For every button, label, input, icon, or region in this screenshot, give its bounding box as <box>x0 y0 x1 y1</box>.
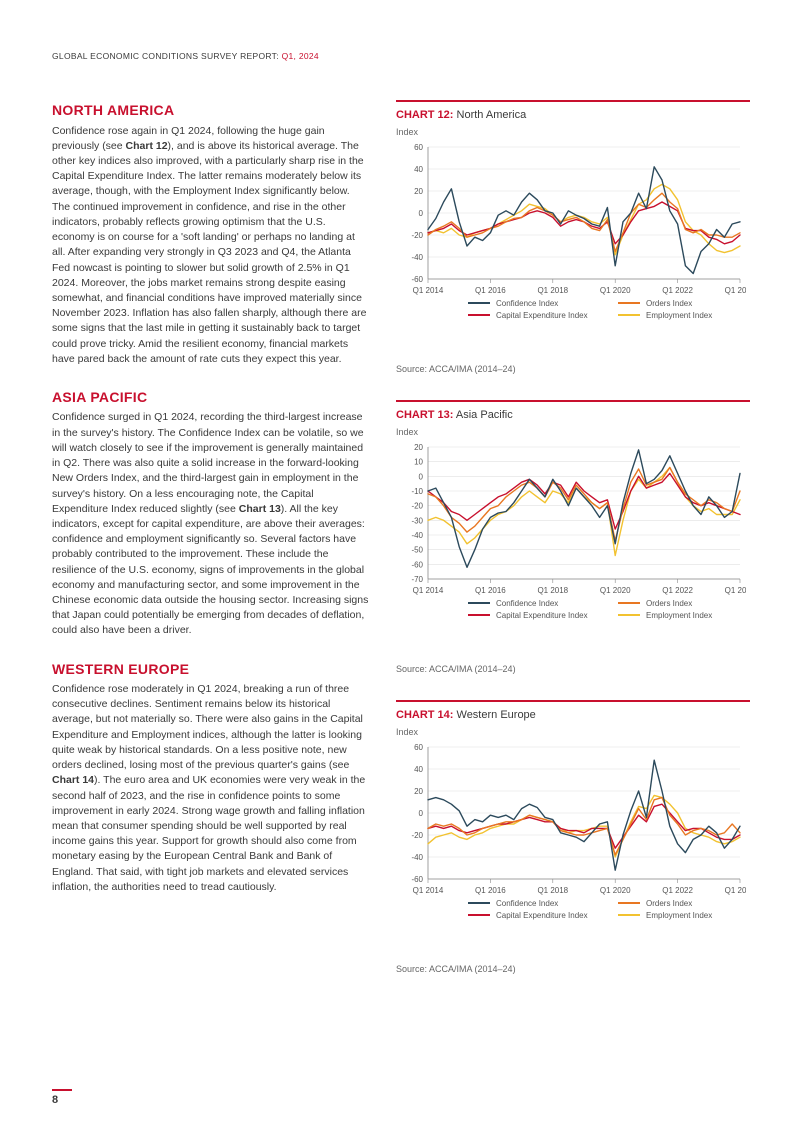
svg-text:Q1 2016: Q1 2016 <box>475 886 506 895</box>
chart-title: CHART 12: North America <box>396 108 750 124</box>
svg-text:20: 20 <box>414 187 423 196</box>
svg-text:40: 40 <box>414 765 423 774</box>
svg-text:-20: -20 <box>411 231 423 240</box>
chart-plot: -60 -40 -20 0 20 40 60 Q1 2014 Q1 2016 Q1 2018 Q1 … <box>396 143 746 359</box>
header-pre: GLOBAL ECONOMIC CONDITIONS SURVEY REPORT… <box>52 51 279 61</box>
svg-text:Q1 2024: Q1 2024 <box>725 586 746 595</box>
svg-text:-50: -50 <box>411 546 423 555</box>
legend-label: Confidence Index <box>496 299 558 308</box>
section-body: Confidence surged in Q1 2024, recording … <box>52 410 370 638</box>
legend-label: Capital Expenditure Index <box>496 311 588 320</box>
section-title: WESTERN EUROPE <box>52 659 370 679</box>
svg-text:Q1 2014: Q1 2014 <box>413 586 444 595</box>
legend-label: Orders Index <box>646 299 692 308</box>
series-orders <box>428 798 740 855</box>
svg-text:Q1 2022: Q1 2022 <box>662 586 693 595</box>
svg-text:Q1 2022: Q1 2022 <box>662 286 693 295</box>
svg-text:0: 0 <box>419 209 424 218</box>
svg-text:Q1 2020: Q1 2020 <box>600 586 631 595</box>
section-0: NORTH AMERICA Confidence rose again in Q1… <box>52 100 370 367</box>
chart-rule <box>396 100 750 102</box>
chart-title: CHART 14: Western Europe <box>396 708 750 724</box>
svg-text:-60: -60 <box>411 561 423 570</box>
section-body: Confidence rose moderately in Q1 2024, b… <box>52 682 370 895</box>
legend-label: Confidence Index <box>496 899 558 908</box>
svg-text:40: 40 <box>414 165 423 174</box>
chart-ylabel: Index <box>396 426 750 439</box>
svg-text:Q1 2022: Q1 2022 <box>662 886 693 895</box>
series-employment <box>428 468 740 556</box>
series-confidence <box>428 167 740 274</box>
legend-label: Employment Index <box>646 611 712 620</box>
svg-text:Q1 2018: Q1 2018 <box>537 886 568 895</box>
right-column: CHART 12: North America Index -60 -40 -20 0 20… <box>396 100 750 1000</box>
svg-text:Q1 2014: Q1 2014 <box>413 286 444 295</box>
chart-source: Source: ACCA/IMA (2014–24) <box>396 963 750 976</box>
chart-title: CHART 13: Asia Pacific <box>396 408 750 424</box>
page-number: 8 <box>52 1093 58 1109</box>
svg-text:-20: -20 <box>411 502 423 511</box>
svg-text:Q1 2014: Q1 2014 <box>413 886 444 895</box>
chart-ylabel: Index <box>396 126 750 139</box>
svg-text:-60: -60 <box>411 875 423 884</box>
legend-label: Capital Expenditure Index <box>496 611 588 620</box>
legend-label: Employment Index <box>646 311 712 320</box>
svg-text:0: 0 <box>419 809 424 818</box>
content-columns: NORTH AMERICA Confidence rose again in Q1… <box>52 100 750 1000</box>
svg-text:-10: -10 <box>411 487 423 496</box>
svg-text:60: 60 <box>414 743 423 752</box>
svg-text:10: 10 <box>414 458 423 467</box>
header-suf: Q1, 2024 <box>279 51 319 61</box>
chart-ylabel: Index <box>396 726 750 739</box>
chart-rule <box>396 700 750 702</box>
svg-text:60: 60 <box>414 143 423 152</box>
chart-13: CHART 13: Asia PacificIndex-70-60-50-40-… <box>396 400 750 676</box>
section-body: Confidence rose again in Q1 2024, follow… <box>52 124 370 368</box>
chart-plot: -70 -60 -50 -40 -30 -20 -10 0 10 20 Q1 2014 Q1 2016… <box>396 443 746 659</box>
svg-text:20: 20 <box>414 787 423 796</box>
chart-plot: -60 -40 -20 0 20 40 60 Q1 2014 Q1 2016 Q1 2018 Q1 … <box>396 743 746 959</box>
chart-14: CHART 14: Western Europe Index -60 -40 -20 0 2… <box>396 700 750 976</box>
svg-text:Q1 2020: Q1 2020 <box>600 286 631 295</box>
series-confidence <box>428 761 740 871</box>
left-column: NORTH AMERICA Confidence rose again in Q1… <box>52 100 370 1000</box>
page-number-rule <box>52 1089 72 1091</box>
svg-text:Q1 2018: Q1 2018 <box>537 286 568 295</box>
legend-label: Employment Index <box>646 911 712 920</box>
chart-source: Source: ACCA/IMA (2014–24) <box>396 363 750 376</box>
chart-rule <box>396 400 750 402</box>
svg-text:Q1 2020: Q1 2020 <box>600 886 631 895</box>
svg-text:-20: -20 <box>411 831 423 840</box>
section-title: ASIA PACIFIC <box>52 387 370 407</box>
series-orders <box>428 193 740 251</box>
svg-text:20: 20 <box>414 443 423 452</box>
legend-label: Confidence Index <box>496 599 558 608</box>
page-header: GLOBAL ECONOMIC CONDITIONS SURVEY REPORT… <box>52 50 750 62</box>
svg-text:-70: -70 <box>411 575 423 584</box>
svg-text:-30: -30 <box>411 517 423 526</box>
series-employment <box>428 185 740 255</box>
svg-text:Q1 2024: Q1 2024 <box>725 886 746 895</box>
svg-text:-40: -40 <box>411 853 423 862</box>
legend-label: Orders Index <box>646 599 692 608</box>
svg-text:Q1 2024: Q1 2024 <box>725 286 746 295</box>
chart-12: CHART 12: North America Index -60 -40 -20 0 20… <box>396 100 750 376</box>
series-employment <box>428 796 740 858</box>
svg-text:Q1 2018: Q1 2018 <box>537 586 568 595</box>
legend-label: Capital Expenditure Index <box>496 911 588 920</box>
section-title: NORTH AMERICA <box>52 100 370 120</box>
chart-source: Source: ACCA/IMA (2014–24) <box>396 663 750 676</box>
svg-text:Q1 2016: Q1 2016 <box>475 586 506 595</box>
section-2: WESTERN EUROPE Confidence rose moderately… <box>52 659 370 895</box>
section-1: ASIA PACIFIC Confidence surged in Q1 2024… <box>52 387 370 639</box>
series-orders <box>428 468 740 541</box>
svg-text:-40: -40 <box>411 253 423 262</box>
series-capex <box>428 474 740 530</box>
svg-text:Q1 2016: Q1 2016 <box>475 286 506 295</box>
svg-text:-60: -60 <box>411 275 423 284</box>
svg-text:0: 0 <box>419 473 424 482</box>
legend-label: Orders Index <box>646 899 692 908</box>
svg-text:-40: -40 <box>411 531 423 540</box>
